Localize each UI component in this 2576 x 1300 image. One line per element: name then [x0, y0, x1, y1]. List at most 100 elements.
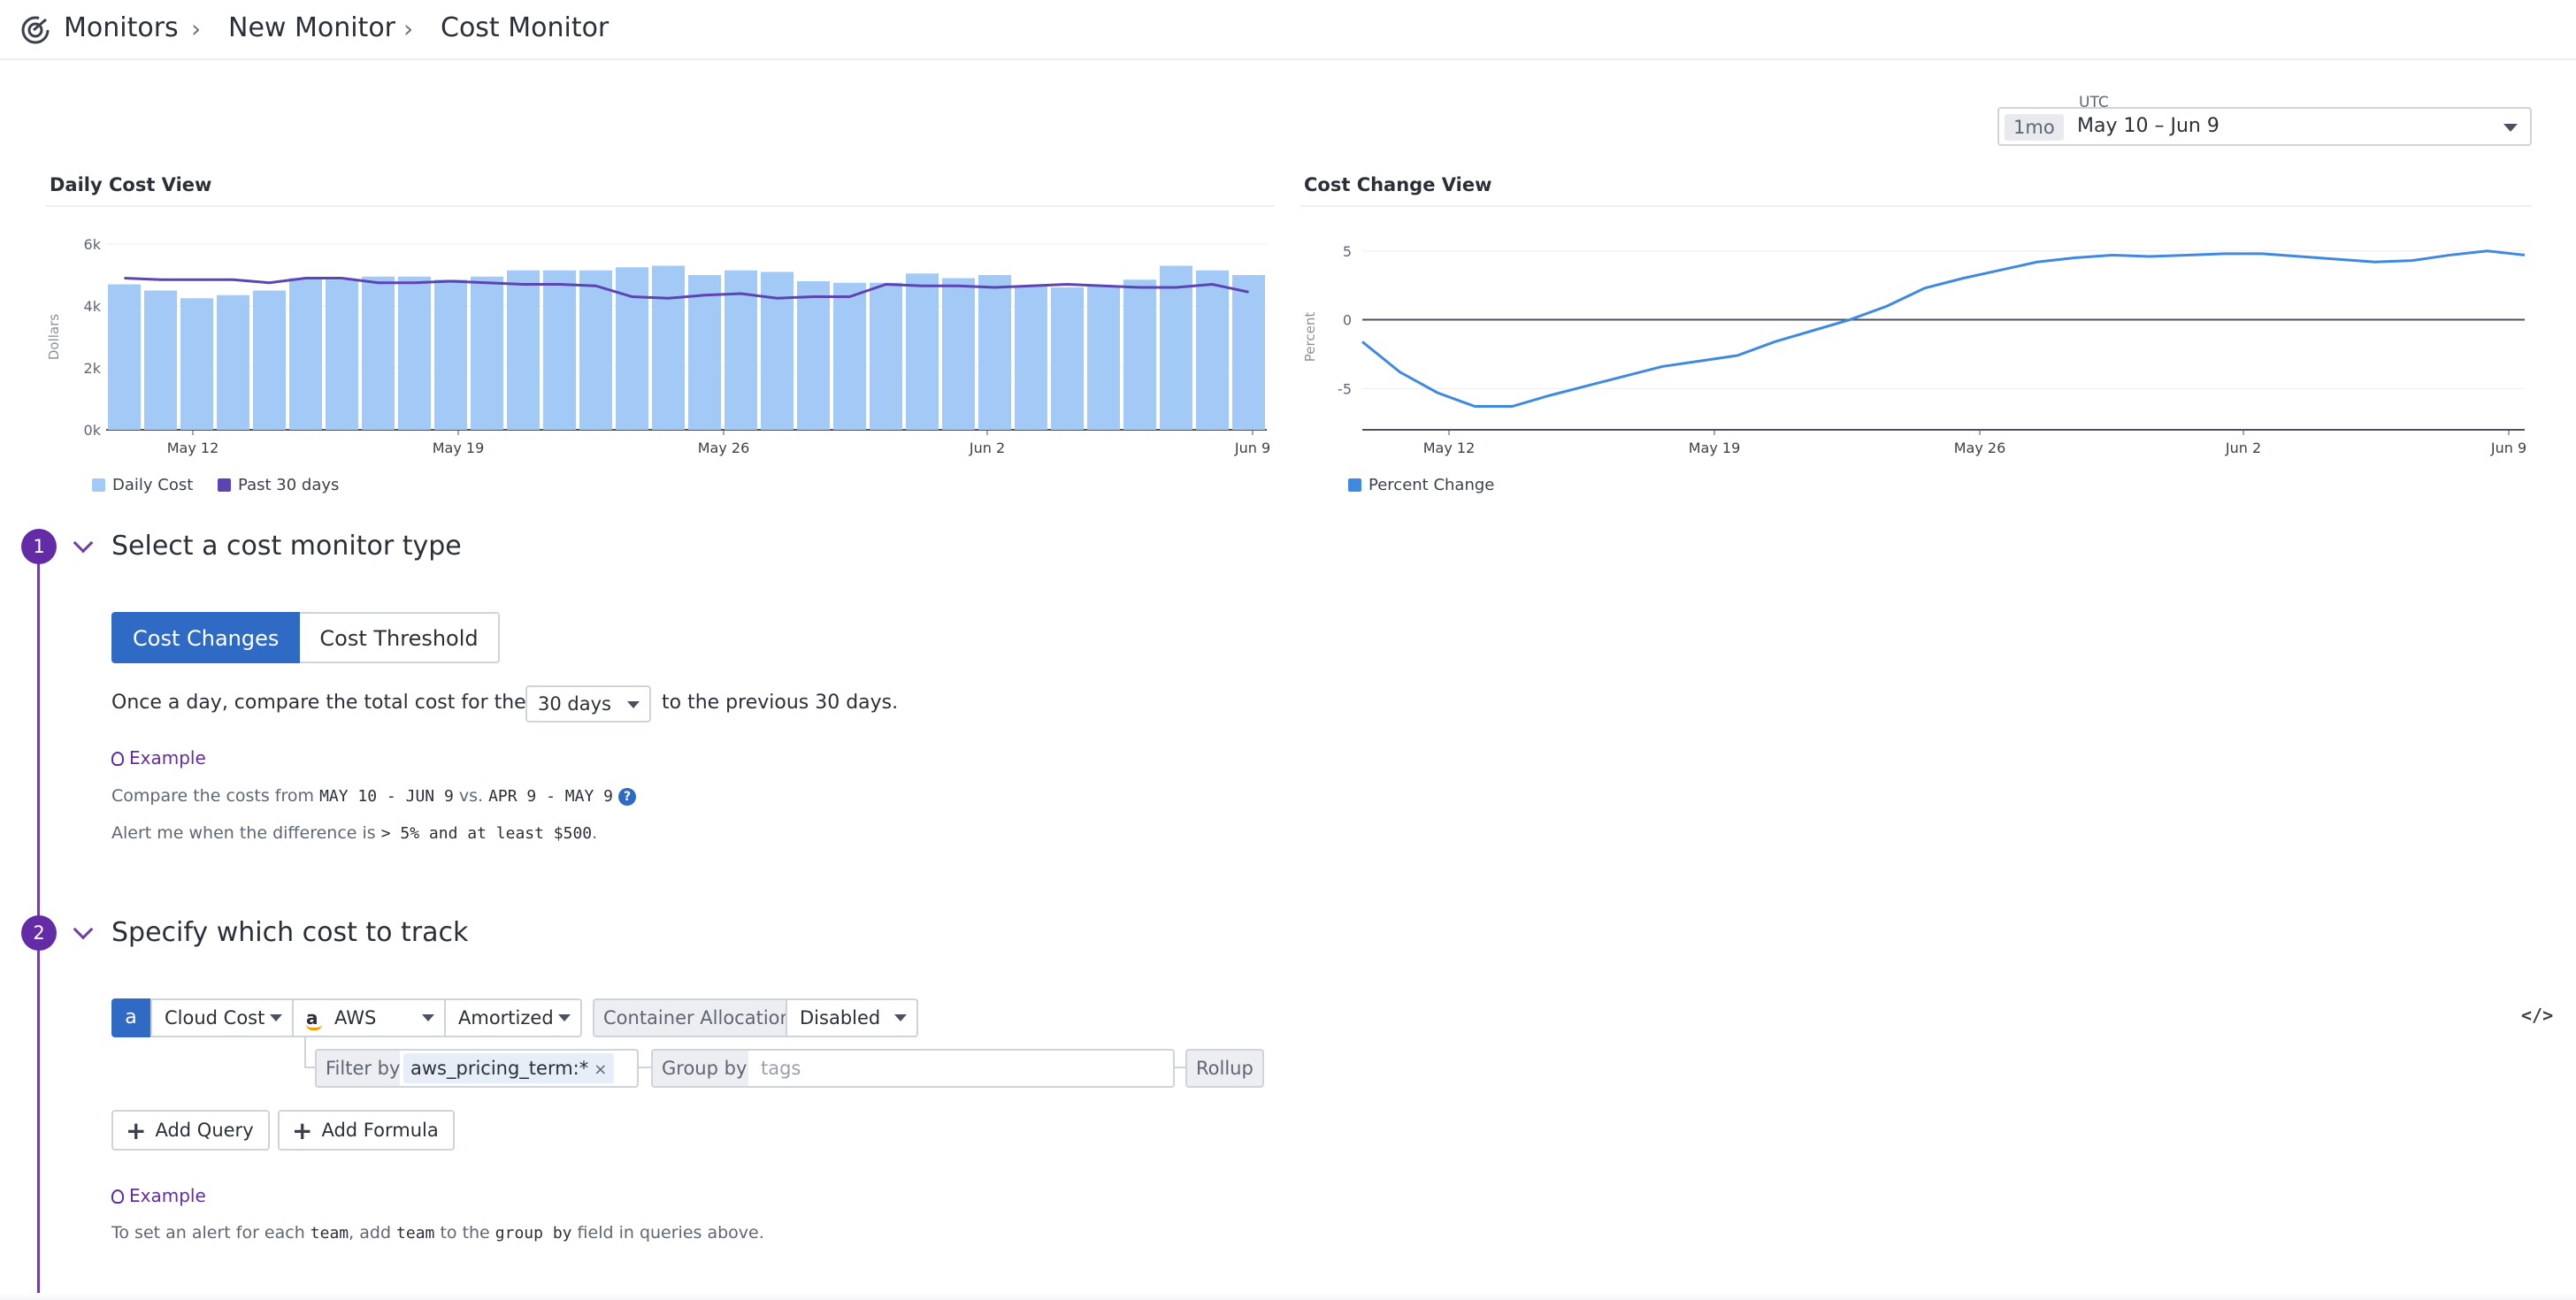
cost-type-select[interactable]: Amortized [446, 998, 582, 1037]
group-by-input[interactable]: tags [748, 1049, 1175, 1088]
collapse-chevron-icon[interactable] [73, 919, 94, 940]
percent-change-line [1361, 249, 2526, 409]
add-query-label: Add Query [155, 1120, 254, 1141]
time-range-picker[interactable]: 1mo May 10 – Jun 9 [1997, 107, 2532, 146]
breadcrumb-monitors[interactable]: Monitors [64, 12, 179, 43]
panel-divider [1300, 205, 2532, 207]
daily-cost-chart[interactable]: 0k 2k 4k 6k Dollars May 12 May 19 May 26 Jun 2 Ju… [35, 221, 1283, 460]
container-allocation-label: Container Allocation [593, 998, 802, 1037]
data-source-value: Cloud Cost [165, 1007, 265, 1029]
x-tick-label: Jun 9 [2490, 440, 2526, 456]
y-tick-label: -5 [1338, 380, 1352, 397]
x-tick-label: Jun 9 [1234, 440, 1270, 456]
amazon-logo-icon: a [306, 1000, 326, 1036]
x-tick-label: May 19 [1689, 440, 1741, 456]
container-allocation-select[interactable]: Disabled [786, 998, 918, 1037]
top-bar: Monitors › New Monitor › Cost Monitor [0, 0, 2576, 60]
compare-range-previous: APR 9 - MAY 9 [488, 787, 613, 806]
chevron-down-icon [627, 701, 640, 708]
note-text: To set an alert for each [111, 1223, 305, 1243]
container-allocation-value: Disabled [800, 1007, 881, 1029]
group-by-label: Group by [651, 1049, 758, 1088]
example-label: Example [129, 747, 206, 769]
filter-input[interactable]: aws_pricing_term:* × [400, 1049, 639, 1088]
compare-sentence-prefix: Once a day, compare the total cost for t… [111, 692, 575, 714]
alert-prefix: Alert me when the difference is [111, 823, 376, 843]
step-2-badge: 2 [21, 915, 57, 951]
cost-change-chart[interactable]: 5 0 -5 Percent May 12 May 19 May 26 Jun 2 Jun 9 [1292, 221, 2539, 460]
filter-by-label: Filter by [315, 1049, 411, 1088]
y-tick-label: 5 [1343, 243, 1352, 260]
note-text: to the [440, 1223, 490, 1243]
legend-item-past-30-days[interactable]: Past 30 days [218, 476, 339, 494]
collapse-chevron-icon[interactable] [73, 532, 94, 554]
bar [833, 282, 866, 430]
bar [144, 290, 177, 430]
example-toggle[interactable]: Example [111, 1185, 206, 1206]
add-formula-label: Add Formula [321, 1120, 439, 1141]
chevron-down-icon [558, 1014, 571, 1021]
note-code: team [310, 1224, 349, 1243]
bar [942, 278, 975, 430]
alert-condition: > 5% and at least $500 [380, 824, 593, 843]
bar [543, 270, 576, 430]
breadcrumb-new-monitor[interactable]: New Monitor [228, 12, 396, 43]
bar [616, 267, 648, 430]
tab-cost-changes[interactable]: Cost Changes [111, 612, 301, 663]
lightbulb-icon [111, 752, 124, 766]
example-toggle[interactable]: Example [111, 747, 206, 769]
bar [978, 275, 1011, 430]
y-axis-label: Percent [1302, 312, 1318, 363]
query-connector [639, 1067, 651, 1068]
legend-item-percent-change[interactable]: Percent Change [1348, 476, 1494, 494]
legend-item-daily-cost[interactable]: Daily Cost [92, 476, 193, 494]
provider-select[interactable]: a AWS [294, 998, 446, 1037]
group-by-note: To set an alert for each team, add team … [111, 1223, 764, 1243]
rollup-button[interactable]: Rollup [1185, 1049, 1264, 1088]
step-1-title: Select a cost monitor type [111, 531, 462, 562]
help-icon[interactable]: ? [618, 788, 637, 806]
filter-tag[interactable]: aws_pricing_term:* × [403, 1053, 615, 1083]
daily-cost-legend: Daily Cost Past 30 days [92, 476, 358, 494]
period-select[interactable]: 30 days [525, 685, 651, 723]
x-tick-label: May 12 [1423, 440, 1476, 456]
chevron-down-icon [422, 1014, 434, 1021]
add-query-button[interactable]: + Add Query [111, 1110, 270, 1151]
compare-range-current: MAY 10 - JUN 9 [319, 787, 454, 806]
step-2-title: Specify which cost to track [111, 917, 469, 948]
time-range-preset[interactable]: 1mo [2005, 114, 2064, 141]
tab-cost-threshold[interactable]: Cost Threshold [300, 612, 500, 663]
code-toggle-icon[interactable]: </> [2521, 1005, 2554, 1026]
compare-prefix: Compare the costs from [111, 786, 315, 806]
query-connector [1175, 1067, 1185, 1068]
query-connector [304, 1067, 315, 1068]
bottom-fade [0, 1293, 2576, 1300]
legend-swatch [92, 478, 105, 492]
data-source-select[interactable]: Cloud Cost [150, 998, 294, 1037]
legend-swatch [1348, 478, 1361, 492]
remove-tag-icon[interactable]: × [594, 1060, 608, 1079]
bar [1160, 265, 1192, 430]
x-tick-label: May 26 [1954, 440, 2006, 456]
panel-divider [46, 205, 1274, 207]
daily-cost-title: Daily Cost View [50, 174, 212, 195]
chevron-down-icon [270, 1014, 282, 1021]
bar [1087, 286, 1120, 430]
alert-suffix: . [592, 823, 598, 843]
filter-tag-value: aws_pricing_term:* [410, 1058, 589, 1079]
legend-label: Past 30 days [238, 476, 340, 494]
plus-icon: + [126, 1116, 147, 1145]
compare-sentence-suffix: to the previous 30 days. [662, 692, 899, 714]
provider-value: AWS [334, 1007, 377, 1029]
bar [579, 270, 612, 430]
add-formula-button[interactable]: + Add Formula [278, 1110, 455, 1151]
alert-description: Alert me when the difference is > 5% and… [111, 823, 597, 843]
x-tick-label: Jun 2 [2225, 440, 2261, 456]
bar [471, 276, 503, 430]
bar [217, 294, 249, 430]
y-tick-label: 4k [84, 298, 102, 315]
bar [398, 276, 431, 430]
bar [724, 270, 757, 430]
bar [253, 290, 286, 430]
bar [507, 270, 540, 430]
